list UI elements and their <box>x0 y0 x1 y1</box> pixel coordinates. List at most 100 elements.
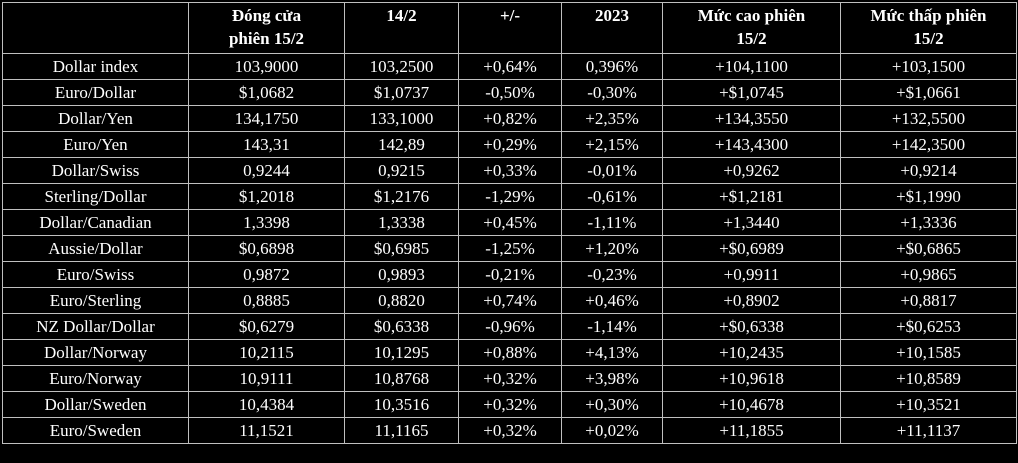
ytd-cell: -1,11% <box>561 209 663 236</box>
table-row: Euro/Sweden 11,1521 11,1165 +0,32% +0,02% +11… <box>2 417 1017 444</box>
prev-close-cell: 0,9893 <box>344 261 459 288</box>
header-high-line2: 15/2 <box>736 29 767 48</box>
pair-cell: Dollar/Yen <box>2 105 189 132</box>
low-cell: +0,9214 <box>840 157 1017 184</box>
prev-close-cell: $0,6985 <box>344 235 459 262</box>
table-row: Dollar/Sweden 10,4384 10,3516 +0,32% +0,30% +… <box>2 391 1017 418</box>
change-cell: -1,25% <box>458 235 562 262</box>
prev-close-cell: $1,0737 <box>344 79 459 106</box>
header-close-line2: phiên 15/2 <box>228 29 305 48</box>
header-cell-high: Mức cao phiên 15/2 <box>662 2 841 54</box>
low-cell: +142,3500 <box>840 131 1017 158</box>
low-cell: +11,1137 <box>840 417 1017 444</box>
high-cell: +104,1100 <box>662 53 841 80</box>
prev-close-cell: 11,1165 <box>344 417 459 444</box>
low-cell: +$0,6865 <box>840 235 1017 262</box>
low-cell: +10,8589 <box>840 365 1017 392</box>
header-low-line2: 15/2 <box>913 29 944 48</box>
ytd-cell: -0,01% <box>561 157 663 184</box>
prev-close-cell: 103,2500 <box>344 53 459 80</box>
close-cell: $0,6898 <box>188 235 345 262</box>
header-cell-prev: 14/2 <box>344 2 459 54</box>
high-cell: +$1,2181 <box>662 183 841 210</box>
low-cell: +132,5500 <box>840 105 1017 132</box>
high-cell: +0,9911 <box>662 261 841 288</box>
pair-cell: Euro/Norway <box>2 365 189 392</box>
prev-close-cell: 10,8768 <box>344 365 459 392</box>
prev-close-cell: 10,1295 <box>344 339 459 366</box>
close-cell: 10,2115 <box>188 339 345 366</box>
change-cell: +0,32% <box>458 391 562 418</box>
change-cell: -0,50% <box>458 79 562 106</box>
ytd-cell: +2,35% <box>561 105 663 132</box>
close-cell: $1,2018 <box>188 183 345 210</box>
ytd-cell: 0,396% <box>561 53 663 80</box>
ytd-cell: -0,30% <box>561 79 663 106</box>
table-row: Dollar index 103,9000 103,2500 +0,64% 0,396%… <box>2 53 1017 80</box>
low-cell: +$0,6253 <box>840 313 1017 340</box>
pair-cell: Dollar/Norway <box>2 339 189 366</box>
change-cell: -0,96% <box>458 313 562 340</box>
close-cell: 134,1750 <box>188 105 345 132</box>
table-row: Sterling/Dollar $1,2018 $1,2176 -1,29% -0,61… <box>2 183 1017 210</box>
high-cell: +0,9262 <box>662 157 841 184</box>
ytd-cell: +0,30% <box>561 391 663 418</box>
prev-close-cell: 133,1000 <box>344 105 459 132</box>
header-close-line1: Đóng cửa <box>231 6 302 25</box>
fx-rates-table: Đóng cửa phiên 15/2 14/2 +/- 2023 Mức ca… <box>2 2 1017 444</box>
change-cell: +0,74% <box>458 287 562 314</box>
table-row: Euro/Dollar $1,0682 $1,0737 -0,50% -0,30% +$1… <box>2 79 1017 106</box>
low-cell: +10,1585 <box>840 339 1017 366</box>
change-cell: +0,32% <box>458 365 562 392</box>
table-row: Dollar/Canadian 1,3398 1,3338 +0,45% -1,11% +… <box>2 209 1017 236</box>
pair-cell: Euro/Yen <box>2 131 189 158</box>
pair-cell: NZ Dollar/Dollar <box>2 313 189 340</box>
prev-close-cell: 142,89 <box>344 131 459 158</box>
prev-close-cell: 0,8820 <box>344 287 459 314</box>
low-cell: +10,3521 <box>840 391 1017 418</box>
low-cell: +$1,0661 <box>840 79 1017 106</box>
table-row: Aussie/Dollar $0,6898 $0,6985 -1,25% +1,20% +… <box>2 235 1017 262</box>
prev-close-cell: 10,3516 <box>344 391 459 418</box>
table-row: Euro/Norway 10,9111 10,8768 +0,32% +3,98% +10… <box>2 365 1017 392</box>
table-row: Euro/Sterling 0,8885 0,8820 +0,74% +0,46% +0,… <box>2 287 1017 314</box>
change-cell: +0,33% <box>458 157 562 184</box>
ytd-cell: -1,14% <box>561 313 663 340</box>
high-cell: +$0,6989 <box>662 235 841 262</box>
pair-cell: Euro/Dollar <box>2 79 189 106</box>
change-cell: +0,45% <box>458 209 562 236</box>
ytd-cell: +0,46% <box>561 287 663 314</box>
high-cell: +10,4678 <box>662 391 841 418</box>
table-row: Dollar/Yen 134,1750 133,1000 +0,82% +2,35% +1… <box>2 105 1017 132</box>
ytd-cell: +4,13% <box>561 339 663 366</box>
ytd-cell: +3,98% <box>561 365 663 392</box>
table-row: Dollar/Norway 10,2115 10,1295 +0,88% +4,13% +… <box>2 339 1017 366</box>
table-row: Euro/Swiss 0,9872 0,9893 -0,21% -0,23% +0,991… <box>2 261 1017 288</box>
high-cell: +11,1855 <box>662 417 841 444</box>
header-ytd-line1: 2023 <box>595 6 629 25</box>
prev-close-cell: 1,3338 <box>344 209 459 236</box>
high-cell: +143,4300 <box>662 131 841 158</box>
close-cell: 103,9000 <box>188 53 345 80</box>
low-cell: +103,1500 <box>840 53 1017 80</box>
close-cell: 0,9872 <box>188 261 345 288</box>
header-cell-ytd: 2023 <box>561 2 663 54</box>
low-cell: +0,8817 <box>840 287 1017 314</box>
table-header-row: Đóng cửa phiên 15/2 14/2 +/- 2023 Mức ca… <box>2 2 1017 54</box>
pair-cell: Aussie/Dollar <box>2 235 189 262</box>
close-cell: $1,0682 <box>188 79 345 106</box>
pair-cell: Dollar/Swiss <box>2 157 189 184</box>
low-cell: +0,9865 <box>840 261 1017 288</box>
header-change-line1: +/- <box>499 6 521 25</box>
ytd-cell: +0,02% <box>561 417 663 444</box>
low-cell: +1,3336 <box>840 209 1017 236</box>
prev-close-cell: $1,2176 <box>344 183 459 210</box>
pair-cell: Dollar index <box>2 53 189 80</box>
close-cell: $0,6279 <box>188 313 345 340</box>
high-cell: +134,3550 <box>662 105 841 132</box>
prev-close-cell: $0,6338 <box>344 313 459 340</box>
high-cell: +$1,0745 <box>662 79 841 106</box>
high-cell: +1,3440 <box>662 209 841 236</box>
high-cell: +10,2435 <box>662 339 841 366</box>
header-low-line1: Mức thấp phiên <box>870 6 987 25</box>
